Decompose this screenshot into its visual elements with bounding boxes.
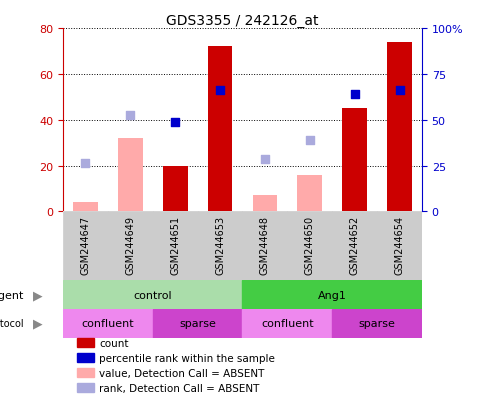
- Bar: [376, 212, 421, 280]
- Bar: [63, 309, 152, 338]
- Bar: [297, 175, 321, 212]
- Text: percentile rank within the sample: percentile rank within the sample: [99, 353, 274, 363]
- Point: [126, 112, 134, 119]
- Text: GSM244653: GSM244653: [214, 215, 225, 274]
- Bar: [332, 309, 421, 338]
- Point: [260, 156, 268, 163]
- Bar: [207, 47, 232, 212]
- Text: agent: agent: [0, 290, 24, 300]
- Text: rank, Detection Call = ABSENT: rank, Detection Call = ABSENT: [99, 383, 259, 393]
- Text: sparse: sparse: [179, 318, 216, 328]
- Bar: [107, 212, 152, 280]
- Bar: [242, 212, 287, 280]
- Text: GSM244651: GSM244651: [170, 215, 180, 274]
- Bar: [386, 43, 411, 212]
- Bar: [342, 109, 366, 212]
- Text: ▶: ▶: [33, 317, 43, 330]
- Text: GSM244650: GSM244650: [304, 215, 314, 274]
- Text: growth protocol: growth protocol: [0, 318, 24, 328]
- Point: [171, 119, 179, 126]
- Text: GSM244649: GSM244649: [125, 215, 135, 274]
- Text: count: count: [99, 338, 128, 348]
- Text: GSM244647: GSM244647: [80, 215, 91, 274]
- Bar: [163, 166, 187, 212]
- Bar: [63, 280, 242, 309]
- Title: GDS3355 / 242126_at: GDS3355 / 242126_at: [166, 14, 318, 28]
- Bar: [152, 212, 197, 280]
- Point: [395, 88, 403, 94]
- Bar: [77, 353, 93, 362]
- Text: GSM244648: GSM244648: [259, 215, 270, 274]
- Bar: [287, 212, 332, 280]
- Bar: [332, 212, 376, 280]
- Point: [350, 92, 358, 99]
- Bar: [73, 203, 98, 212]
- Text: value, Detection Call = ABSENT: value, Detection Call = ABSENT: [99, 368, 264, 378]
- Bar: [63, 212, 107, 280]
- Bar: [152, 309, 242, 338]
- Point: [305, 138, 313, 144]
- Text: confluent: confluent: [260, 318, 313, 328]
- Bar: [118, 139, 142, 212]
- Bar: [197, 212, 242, 280]
- Text: sparse: sparse: [358, 318, 395, 328]
- Bar: [77, 368, 93, 377]
- Bar: [242, 309, 332, 338]
- Bar: [252, 196, 277, 212]
- Text: GSM244654: GSM244654: [393, 215, 404, 274]
- Point: [216, 88, 224, 94]
- Text: ▶: ▶: [33, 288, 43, 301]
- Text: control: control: [133, 290, 172, 300]
- Bar: [77, 383, 93, 392]
- Bar: [242, 280, 421, 309]
- Text: confluent: confluent: [81, 318, 134, 328]
- Point: [81, 161, 89, 167]
- Text: GSM244652: GSM244652: [349, 215, 359, 275]
- Text: Ang1: Ang1: [317, 290, 346, 300]
- Bar: [77, 338, 93, 347]
